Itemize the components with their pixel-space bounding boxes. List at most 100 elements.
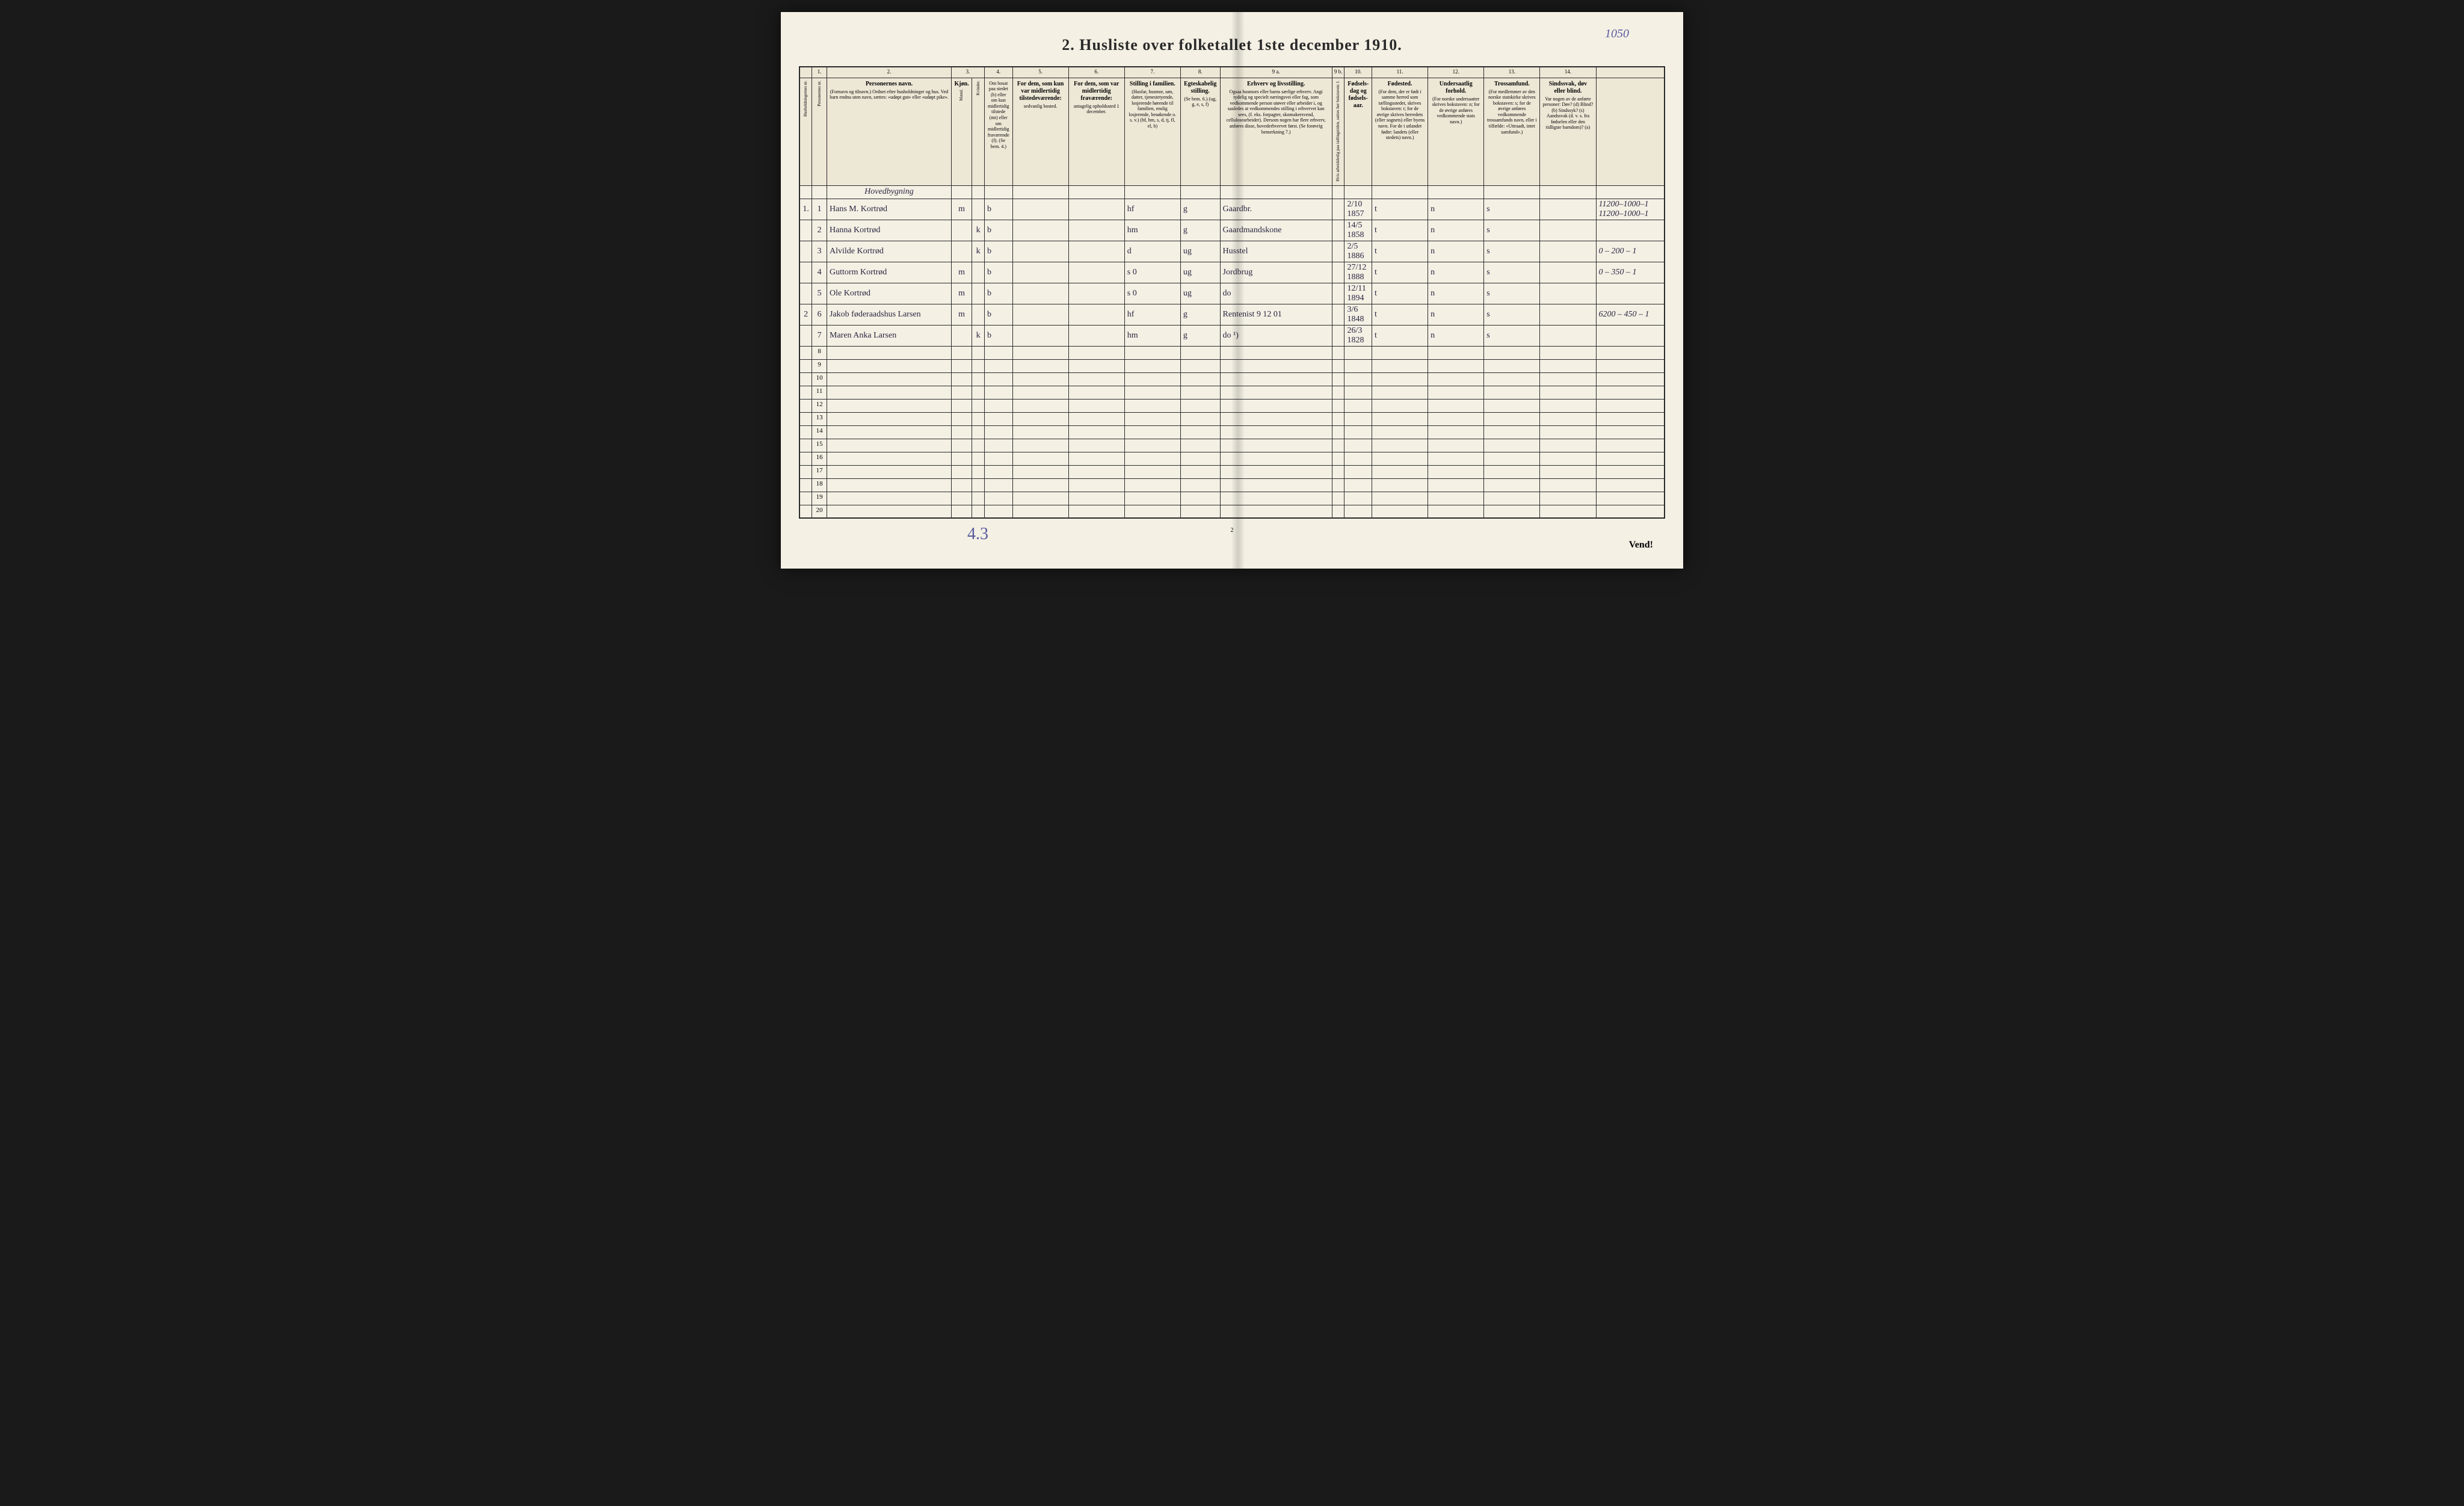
empty-cell — [1484, 425, 1540, 439]
empty-cell — [972, 412, 985, 425]
colnum-6: 6. — [1068, 67, 1124, 78]
empty-cell — [799, 399, 812, 412]
empty-cell — [1596, 478, 1665, 492]
empty-cell — [1332, 412, 1344, 425]
empty-cell — [1012, 386, 1068, 399]
empty-cell — [827, 412, 952, 425]
hdr-bosat: Om bosat paa stedet (b) eller om kun mid… — [984, 78, 1012, 185]
sh-blank2 — [812, 185, 827, 199]
empty-row: 13 — [799, 412, 1665, 425]
table-cell: t — [1372, 241, 1428, 262]
table-cell: 1. — [799, 199, 812, 220]
empty-cell — [827, 452, 952, 465]
empty-cell — [1596, 492, 1665, 505]
empty-cell — [1068, 399, 1124, 412]
table-cell: ug — [1180, 283, 1220, 304]
table-cell — [972, 199, 985, 220]
table-cell: 26/3 1828 — [1344, 325, 1372, 346]
empty-cell — [1332, 386, 1344, 399]
empty-cell — [1344, 452, 1372, 465]
table-cell: 0 – 200 – 1 — [1596, 241, 1665, 262]
empty-cell — [827, 505, 952, 518]
table-cell — [1068, 262, 1124, 283]
empty-cell — [827, 478, 952, 492]
table-cell — [1332, 262, 1344, 283]
empty-cell: 10 — [812, 372, 827, 386]
table-cell: 5 — [812, 283, 827, 304]
colnum-1: 1. — [812, 67, 827, 78]
empty-cell — [972, 386, 985, 399]
empty-cell — [1540, 372, 1596, 386]
empty-cell — [799, 492, 812, 505]
empty-cell — [1372, 346, 1428, 359]
table-cell — [1068, 241, 1124, 262]
hdr-person-nr: Personernes nr. — [812, 78, 827, 185]
table-cell — [972, 283, 985, 304]
table-cell — [972, 262, 985, 283]
empty-cell — [1596, 505, 1665, 518]
empty-cell — [1372, 372, 1428, 386]
section-heading-cell: Hovedbygning — [827, 185, 952, 199]
table-body: Hovedbygning 1.1Hans M. KortrødmbhfgGaar… — [799, 185, 1665, 518]
empty-cell — [1220, 439, 1332, 452]
empty-cell — [827, 372, 952, 386]
empty-cell — [1428, 359, 1484, 372]
empty-cell — [1540, 492, 1596, 505]
empty-cell — [1428, 465, 1484, 478]
hdr-husholdning: Husholdningernes nr. — [799, 78, 812, 185]
empty-cell — [984, 452, 1012, 465]
sh-blank1 — [799, 185, 812, 199]
table-cell: s 0 — [1124, 283, 1180, 304]
empty-cell — [799, 505, 812, 518]
empty-cell — [1540, 346, 1596, 359]
table-cell: s — [1484, 325, 1540, 346]
empty-cell — [1484, 465, 1540, 478]
empty-cell — [1332, 359, 1344, 372]
empty-cell — [827, 386, 952, 399]
empty-cell — [1540, 465, 1596, 478]
table-cell: 7 — [812, 325, 827, 346]
empty-cell — [1068, 465, 1124, 478]
empty-cell — [1540, 452, 1596, 465]
table-cell: m — [951, 262, 972, 283]
empty-cell — [827, 359, 952, 372]
empty-cell — [951, 492, 972, 505]
empty-cell — [799, 412, 812, 425]
table-cell — [1012, 283, 1068, 304]
table-cell: 11200–1000–1 11200–1000–1 — [1596, 199, 1665, 220]
table-cell: hf — [1124, 199, 1180, 220]
table-cell — [1540, 241, 1596, 262]
empty-cell — [1220, 386, 1332, 399]
table-cell — [799, 262, 812, 283]
empty-row: 11 — [799, 386, 1665, 399]
empty-cell — [1484, 452, 1540, 465]
table-cell — [951, 220, 972, 241]
empty-row: 8 — [799, 346, 1665, 359]
table-cell: d — [1124, 241, 1180, 262]
colnum-9a: 9 a. — [1220, 67, 1332, 78]
empty-cell — [951, 386, 972, 399]
table-row: 4Guttorm Kortrødmbs 0ugJordbrug27/12 188… — [799, 262, 1665, 283]
table-cell — [1596, 283, 1665, 304]
empty-row: 18 — [799, 478, 1665, 492]
empty-row: 17 — [799, 465, 1665, 478]
empty-cell — [984, 346, 1012, 359]
table-cell: n — [1428, 283, 1484, 304]
empty-cell — [1428, 386, 1484, 399]
hdr-col7: Stilling i familien. (Husfar, husmor, sø… — [1124, 78, 1180, 185]
ledger-page: 1050 2. Husliste over folketallet 1ste d… — [781, 12, 1683, 569]
table-cell: 27/12 1888 — [1344, 262, 1372, 283]
table-cell — [1332, 241, 1344, 262]
table-cell — [1012, 199, 1068, 220]
table-cell — [799, 220, 812, 241]
empty-cell: 9 — [812, 359, 827, 372]
empty-cell — [1180, 346, 1220, 359]
table-cell — [1540, 262, 1596, 283]
empty-cell — [1124, 505, 1180, 518]
table-cell — [1012, 325, 1068, 346]
hdr-col10-main: Fødsels-dag og fødsels-aar. — [1347, 81, 1369, 110]
colnum-14: 14. — [1540, 67, 1596, 78]
empty-cell — [1372, 439, 1428, 452]
empty-cell: 14 — [812, 425, 827, 439]
table-row: 5Ole Kortrødmbs 0ugdo12/11 1894tns — [799, 283, 1665, 304]
